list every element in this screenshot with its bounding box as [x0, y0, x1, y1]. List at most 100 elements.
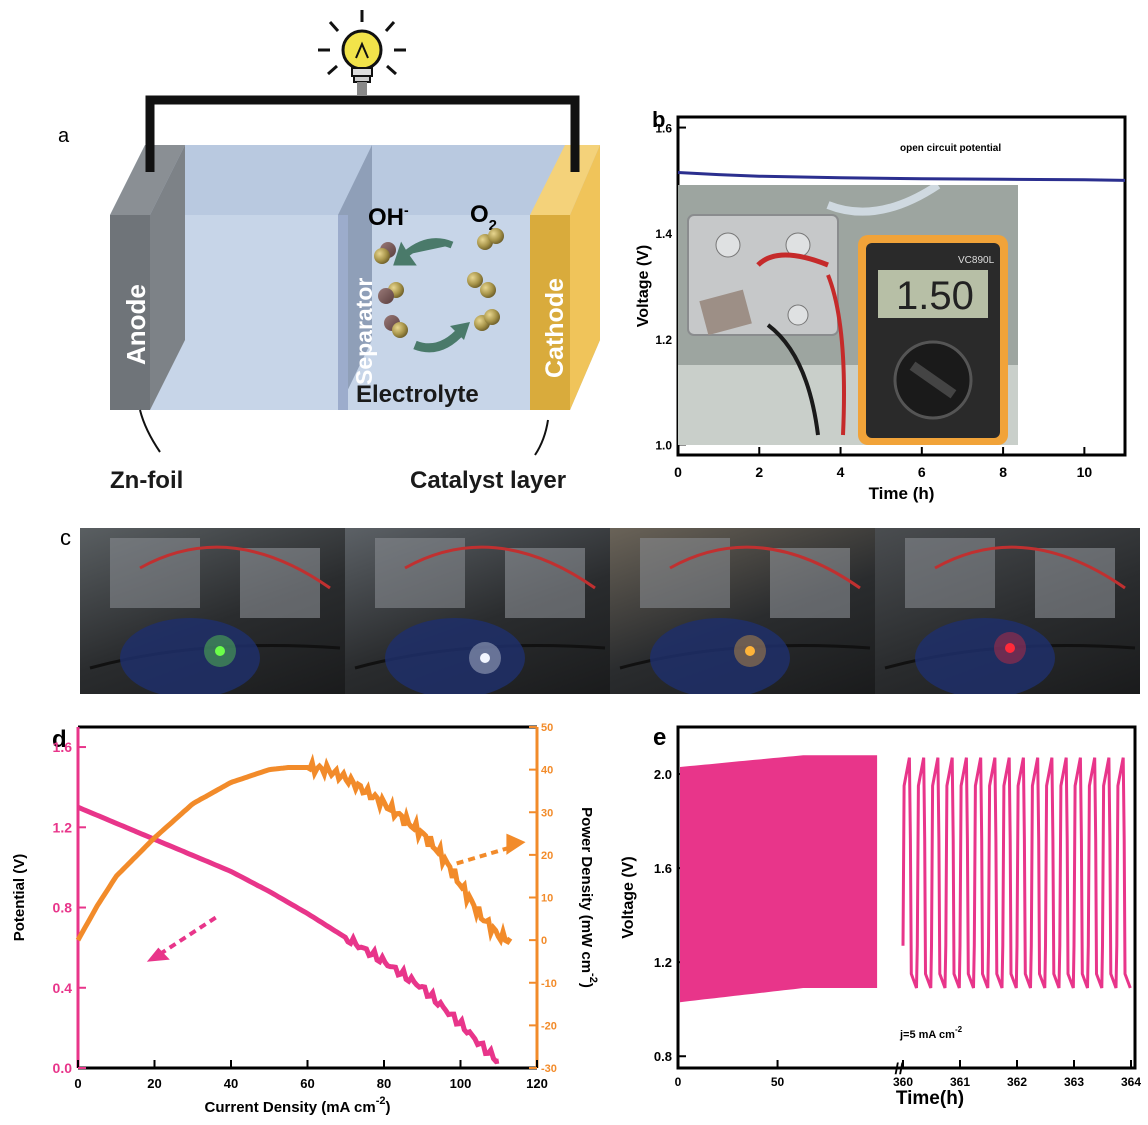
x-tick-label: 4: [837, 464, 845, 480]
cathode-top: [530, 145, 600, 215]
external-circuit-wire: [145, 95, 580, 172]
x-tick-label: 80: [377, 1076, 391, 1091]
x-tick-label: 360: [893, 1075, 913, 1089]
y-left-axis-label: Potential (V): [11, 854, 28, 942]
electrolyte-label: Electrolyte: [356, 381, 479, 408]
arrowhead: [450, 322, 470, 340]
y-right-tick-label: 0: [541, 935, 547, 947]
cell-fixture: [770, 548, 850, 618]
potential-arrowhead: [146, 947, 170, 962]
y-tick-label: 2.0: [654, 767, 672, 782]
led-scene: [354, 538, 606, 694]
y-axis-label: Voltage (V): [635, 245, 652, 327]
anode-label: Anode: [121, 284, 151, 365]
x-tick-label: 0: [674, 464, 682, 480]
panel-a-schematic: a Anode Separator Cathode OH- O2: [58, 10, 600, 494]
panel-e-chart: e 0 50 360 361 362 363 364 // 0.8 1.2 1.6 2.0 Time(h…: [620, 724, 1141, 1109]
cell-fixture: [240, 548, 320, 618]
x-tick-label: 10: [1077, 464, 1093, 480]
zn-foil-leader: [139, 409, 161, 453]
y-tick-label: 1.0: [655, 438, 672, 452]
led-scene: [89, 538, 341, 694]
led-light: [215, 646, 225, 656]
x-axis-label: Current Density (mA cm-2): [205, 1095, 391, 1116]
anode-electrode: [110, 215, 150, 410]
cell-fixture: [505, 548, 585, 618]
y-right-tick-label: -30: [541, 1063, 557, 1075]
cell-fixture: [640, 538, 730, 608]
catalyst-layer-label: Catalyst layer: [410, 467, 566, 494]
x-tick-label: 40: [224, 1076, 238, 1091]
x-tick-label: 362: [1007, 1075, 1027, 1089]
panel-c-label: c: [60, 525, 71, 550]
cathode-side: [570, 145, 600, 410]
panel-b-chart: b 0 2 4 6 8 10 1.0 1.2 1.4 1.6 Time (h) Voltage (V)…: [635, 107, 1127, 503]
y-left-tick-label: 1.6: [53, 739, 73, 755]
ocp-line: [677, 171, 1126, 182]
panel-d-label: d: [52, 726, 67, 753]
red-lead: [934, 545, 1126, 590]
y-axis-label: Voltage (V): [620, 856, 637, 938]
led-photo-strip: [80, 528, 1140, 694]
meter-reading: 1.50: [896, 274, 974, 318]
separator-label: Separator: [351, 278, 377, 385]
x-tick-label: 8: [999, 464, 1007, 480]
gloved-hand: [385, 618, 525, 694]
y-right-axis-label-close: ): [578, 983, 595, 988]
red-lead: [669, 545, 861, 590]
y-left-tick-label: 1.2: [53, 819, 73, 835]
y-right-tick-label: -10: [541, 978, 557, 990]
svg-text:O2: O2: [470, 201, 497, 234]
x-tick-label: 0: [74, 1076, 81, 1091]
potential-curve: [77, 804, 500, 1065]
y-right-tick-label: -20: [541, 1020, 557, 1032]
y-left-tick-label: 0.8: [53, 900, 73, 916]
y-tick-label: 1.2: [654, 955, 672, 970]
x-tick-label: 0: [675, 1075, 682, 1089]
ocp-annotation: open circuit potential: [900, 143, 1001, 154]
led-photo: [610, 528, 875, 694]
anode-top: [110, 145, 185, 215]
led-photo: [345, 528, 610, 694]
red-lead: [404, 545, 596, 590]
x-tick-label: 100: [450, 1076, 472, 1091]
o2-subscript: 2: [489, 217, 497, 234]
svg-text:OH-: OH-: [368, 202, 409, 231]
cathode-electrode: [530, 215, 570, 410]
x-axis-label: Time (h): [869, 484, 935, 503]
x-tick-label: 50: [771, 1075, 785, 1089]
gloved-hand: [650, 618, 790, 694]
led-light: [745, 646, 755, 656]
cell-fixture: [1035, 548, 1115, 618]
panel-b-label: b: [652, 107, 665, 132]
led-scene: [884, 538, 1136, 694]
red-lead: [139, 545, 331, 590]
y-right-tick-label: 10: [541, 893, 553, 905]
oh-charge: -: [404, 202, 409, 218]
led-photo: [875, 528, 1140, 694]
x-tick-label: 364: [1121, 1075, 1141, 1089]
y-right-axis-label: Power Density (mW cm-2): [578, 807, 599, 988]
x-axis-label-sup: -2: [376, 1095, 386, 1107]
catalyst-leader: [534, 419, 549, 456]
x-axis-label-close: ): [385, 1099, 390, 1116]
separator-front: [338, 215, 348, 410]
led-light: [480, 653, 490, 663]
y-tick-label: 1.4: [655, 227, 672, 241]
y-right-tick-label: 40: [541, 765, 553, 777]
power-arrowhead: [506, 833, 526, 855]
zn-foil-label: Zn-foil: [110, 467, 183, 494]
y-right-tick-label: 20: [541, 850, 553, 862]
y-tick-label: 0.8: [654, 1049, 672, 1064]
zoomed-cycling-curve: [901, 757, 1132, 989]
y-tick-label: 1.2: [655, 333, 672, 347]
power-axis-arrow: [456, 844, 515, 866]
potential-axis-arrow: [153, 915, 217, 960]
y-tick-label: 1.6: [655, 122, 672, 136]
y-right-tick-label: 50: [541, 722, 553, 734]
panel-a-label: a: [58, 125, 70, 147]
gloved-hand: [120, 618, 260, 694]
cell-fixture: [375, 538, 465, 608]
cell-fixture: [110, 538, 200, 608]
cathode-label: Cathode: [541, 278, 569, 378]
